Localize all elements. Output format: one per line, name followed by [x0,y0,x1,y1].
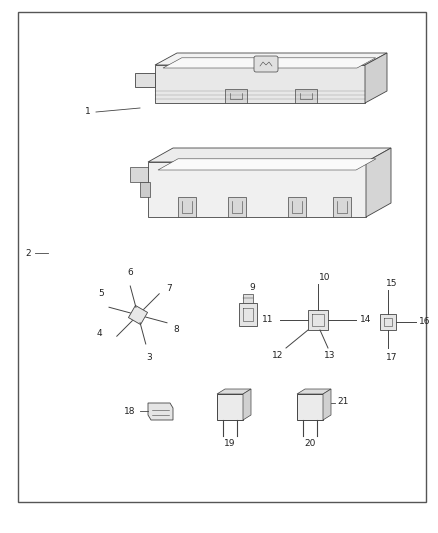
Text: 8: 8 [173,325,180,334]
Polygon shape [323,389,331,420]
Bar [333,197,351,217]
Text: 6: 6 [127,268,134,277]
Text: 4: 4 [96,329,102,338]
Polygon shape [158,159,376,170]
Bar [225,89,247,103]
Text: 15: 15 [386,279,398,287]
Polygon shape [130,167,148,182]
Text: 18: 18 [124,407,136,416]
Polygon shape [163,58,376,68]
Bar [297,394,323,420]
Polygon shape [380,314,396,330]
Polygon shape [148,403,173,420]
Text: 7: 7 [166,284,172,293]
Text: 11: 11 [262,316,274,325]
Text: 10: 10 [319,273,331,282]
Bar [228,197,246,217]
Polygon shape [366,148,391,217]
Text: 20: 20 [304,440,316,448]
Polygon shape [148,162,366,217]
Bar [217,394,243,420]
Text: 1: 1 [85,108,91,117]
Polygon shape [308,310,328,330]
Polygon shape [155,53,387,65]
Text: 17: 17 [386,353,398,362]
Polygon shape [365,53,387,103]
Text: 19: 19 [224,440,236,448]
Polygon shape [140,182,150,197]
Polygon shape [135,73,155,87]
Polygon shape [148,148,391,162]
Text: 14: 14 [360,316,372,325]
Text: 9: 9 [249,284,255,293]
Text: 16: 16 [419,318,431,327]
Bar [178,197,196,217]
Text: 21: 21 [337,398,349,407]
Bar [295,89,317,103]
Polygon shape [217,389,251,394]
Text: 2: 2 [25,248,31,257]
Polygon shape [243,389,251,420]
Polygon shape [243,294,253,303]
FancyBboxPatch shape [254,56,278,72]
Polygon shape [297,389,331,394]
Text: 12: 12 [272,351,284,359]
Text: 13: 13 [324,351,336,359]
Bar [128,305,148,325]
Polygon shape [155,65,365,103]
Bar [288,197,306,217]
Text: 3: 3 [147,353,152,362]
Text: 5: 5 [98,289,104,298]
Polygon shape [239,303,257,326]
